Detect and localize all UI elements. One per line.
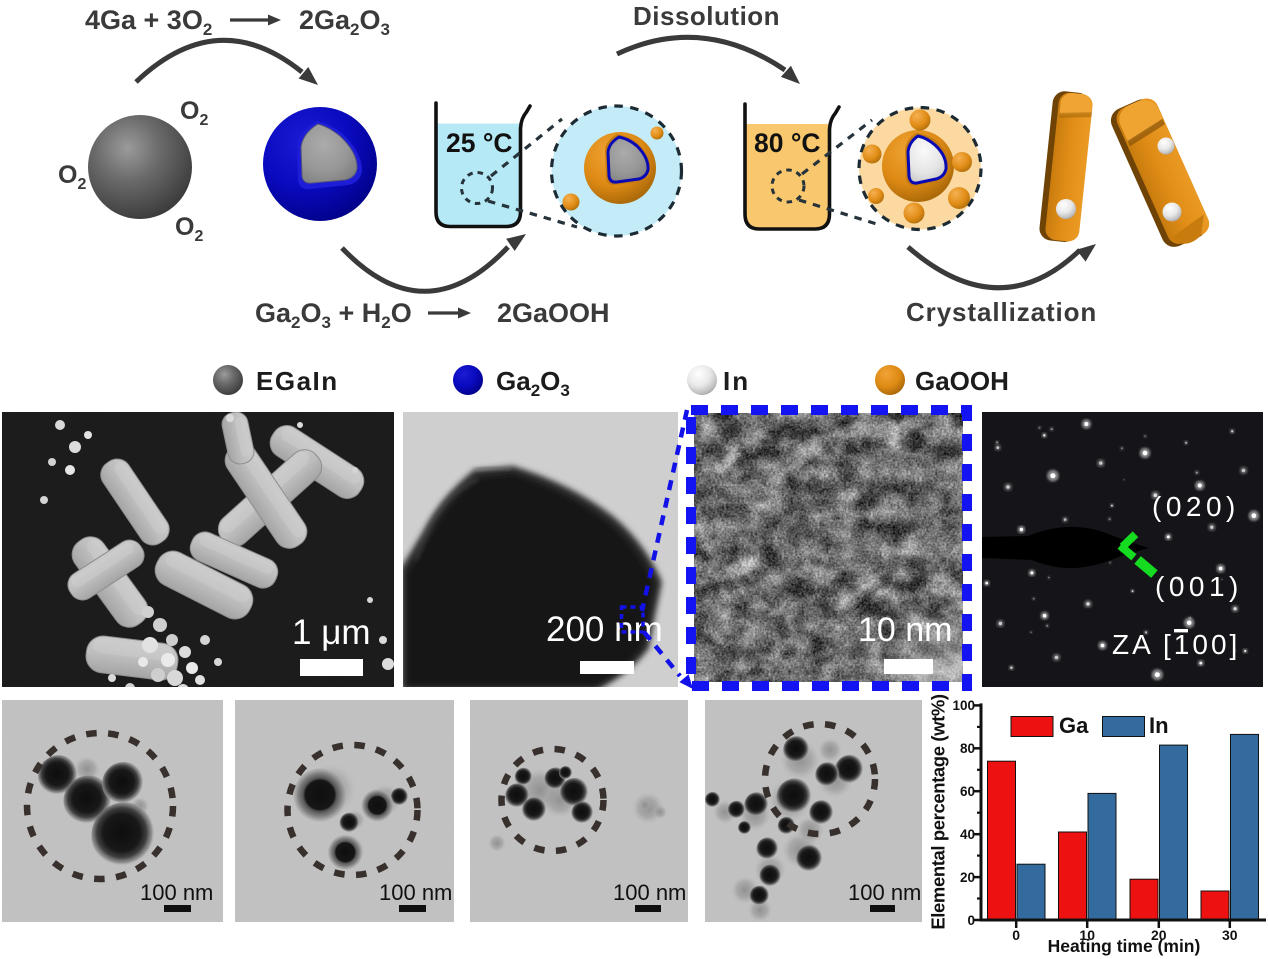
svg-text:Elemental percentage (wt%): Elemental percentage (wt%) [928,694,949,930]
svg-text:2GaOOH: 2GaOOH [497,298,610,328]
svg-text:2Ga2O3: 2Ga2O3 [299,5,390,39]
svg-text:Dissolution: Dissolution [633,1,780,31]
svg-text:0: 0 [1012,927,1020,943]
svg-text:25 °C: 25 °C [446,128,513,158]
svg-text:40: 40 [960,827,975,842]
svg-text:100: 100 [952,698,975,713]
svg-text:80: 80 [960,741,975,756]
svg-text:100 nm: 100 nm [140,880,213,905]
svg-text:GaOOH: GaOOH [915,366,1009,396]
svg-text:Crystallization: Crystallization [906,297,1097,327]
svg-text:200 nm: 200 nm [546,610,663,649]
svg-text:20: 20 [1151,927,1167,943]
svg-text:Ga2O3 + H2O: Ga2O3 + H2O [255,298,412,332]
svg-text:(001): (001) [1155,571,1243,602]
svg-text:In: In [1149,713,1169,738]
svg-text:100 nm: 100 nm [379,880,452,905]
svg-text:(020): (020) [1152,491,1240,522]
svg-text:10: 10 [1079,927,1095,943]
svg-text:In: In [723,366,750,396]
svg-text:10 nm: 10 nm [858,611,953,649]
svg-text:100 nm: 100 nm [613,880,686,905]
svg-text:80 °C: 80 °C [754,128,821,158]
svg-text:30: 30 [1222,927,1238,943]
svg-text:0: 0 [967,913,975,928]
svg-text:Ga: Ga [1059,713,1089,738]
svg-text:100 nm: 100 nm [848,880,921,905]
svg-text:EGaIn: EGaIn [256,366,339,396]
svg-text:Heating time (min): Heating time (min) [1048,936,1201,956]
svg-text:4Ga + 3O2: 4Ga + 3O2 [85,5,212,39]
svg-text:ZA [100]: ZA [100] [1112,629,1240,660]
svg-text:60: 60 [960,784,975,799]
svg-text:1 μm: 1 μm [292,613,371,652]
svg-text:20: 20 [960,870,975,885]
